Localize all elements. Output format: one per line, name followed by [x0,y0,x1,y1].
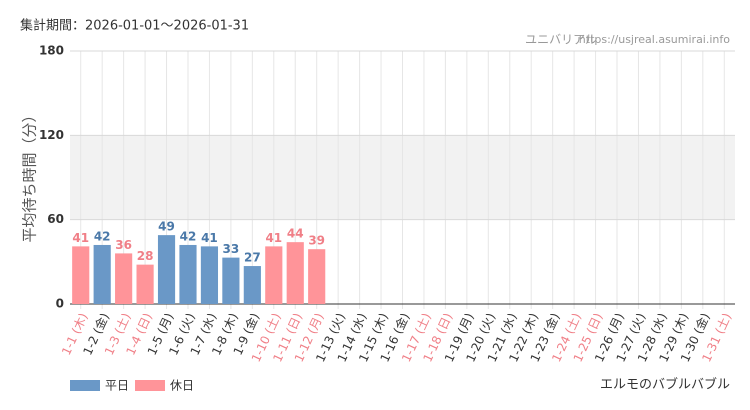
value-label: 28 [137,249,154,263]
bar [157,235,176,304]
legend-swatch [135,380,165,391]
value-label: 41 [201,231,218,245]
attraction-name: エルモのバブルバブル [600,377,730,393]
y-tick-label: 0 [56,297,64,311]
value-label: 41 [72,231,89,245]
bar [93,244,111,304]
value-label: 33 [223,242,240,256]
value-label: 42 [94,229,111,243]
value-label: 36 [115,238,132,252]
legend-label: 休日 [170,379,194,393]
value-label: 42 [180,229,197,243]
bar [286,242,304,304]
bar [222,257,240,304]
bar [200,246,219,304]
bar [308,249,326,304]
source-url: https://usjreal.asumirai.info [579,33,730,46]
bar [115,253,133,304]
bar [265,246,283,304]
y-tick-label: 60 [47,212,64,226]
source: ユニバリアル [525,33,597,47]
chart-title: 集計期間：2026-01-01～2026-01-31 [20,18,249,34]
y-tick-label: 180 [39,44,64,58]
value-label: 44 [287,227,304,241]
y-tick-label: 120 [39,128,64,142]
bar [136,264,154,304]
bar [179,244,197,304]
value-label: 39 [308,234,325,248]
value-label: 41 [265,231,282,245]
value-label: 27 [244,251,261,265]
bar [72,246,90,304]
bar [243,266,261,304]
legend-swatch [70,380,100,391]
legend-label: 平日 [105,379,129,393]
value-label: 49 [158,220,175,234]
y-axis-label: 平均待ち時間（分） [21,107,39,242]
